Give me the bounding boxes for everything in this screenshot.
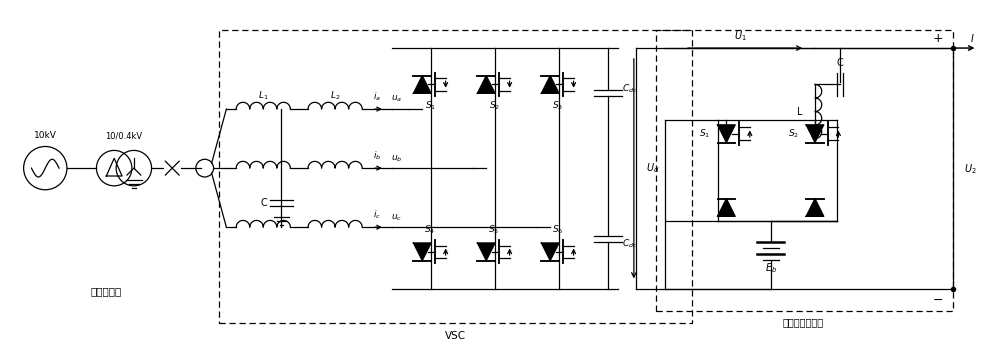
Polygon shape [718, 199, 735, 216]
Text: 10/0.4kV: 10/0.4kV [105, 131, 143, 140]
Text: $i_b$: $i_b$ [373, 149, 381, 162]
Text: 交流配电网: 交流配电网 [91, 286, 122, 296]
Text: $S_5$: $S_5$ [488, 224, 500, 237]
Text: $i_c$: $i_c$ [373, 208, 381, 221]
Polygon shape [413, 76, 431, 93]
Text: 故障电流控制器: 故障电流控制器 [783, 318, 824, 328]
Polygon shape [806, 199, 824, 216]
Text: $u_a$: $u_a$ [391, 94, 402, 104]
Polygon shape [806, 125, 824, 143]
Text: $S_4$: $S_4$ [424, 224, 436, 237]
Text: $i_a$: $i_a$ [373, 90, 381, 102]
Text: $u_b$: $u_b$ [391, 153, 402, 163]
Text: $S_1$: $S_1$ [699, 127, 710, 140]
Polygon shape [718, 125, 735, 143]
Text: $u_c$: $u_c$ [391, 212, 402, 223]
Text: $L_1$: $L_1$ [258, 89, 269, 102]
Text: C: C [260, 198, 267, 208]
Text: $L_2$: $L_2$ [330, 89, 340, 102]
Text: $C_{dc}$: $C_{dc}$ [622, 238, 638, 250]
Text: 10kV: 10kV [34, 131, 57, 140]
Text: C: C [836, 58, 843, 68]
Text: $E_b$: $E_b$ [765, 262, 777, 275]
Text: +: + [933, 32, 943, 45]
Text: $-$: $-$ [932, 293, 944, 306]
Text: VSC: VSC [445, 331, 466, 341]
Polygon shape [477, 76, 495, 93]
Text: $U_2$: $U_2$ [964, 162, 977, 175]
Text: $U_d$: $U_d$ [646, 161, 659, 175]
Polygon shape [541, 243, 559, 261]
Text: $S_3$: $S_3$ [552, 100, 564, 112]
Text: $S_1$: $S_1$ [425, 100, 436, 112]
Text: $S_2$: $S_2$ [489, 100, 500, 112]
Polygon shape [477, 243, 495, 261]
Text: L: L [797, 107, 803, 116]
Text: $S_6$: $S_6$ [552, 224, 564, 237]
Polygon shape [541, 76, 559, 93]
Polygon shape [413, 243, 431, 261]
Text: $S_2$: $S_2$ [788, 127, 799, 140]
Text: $U_1$: $U_1$ [734, 29, 747, 43]
Text: $C_{dc}$: $C_{dc}$ [622, 82, 638, 95]
Text: $I$: $I$ [970, 32, 975, 44]
